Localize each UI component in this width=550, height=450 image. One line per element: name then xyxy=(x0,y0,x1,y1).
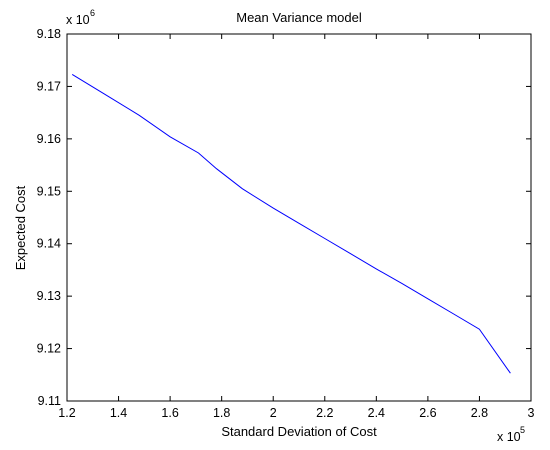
x-axis: 1.2 1.4 1.6 1.8 2 2.2 2.4 2.6 2.8 3 xyxy=(58,34,535,420)
y-tick-label: 9.12 xyxy=(37,342,61,356)
chart-title: Mean Variance model xyxy=(236,10,362,25)
x-tick-label: 2 xyxy=(270,406,277,420)
y-tick-label: 9.11 xyxy=(38,394,61,408)
x-multiplier-base: x 10 xyxy=(497,430,521,444)
y-multiplier-exponent: 6 xyxy=(90,8,95,18)
x-tick-label: 2.8 xyxy=(471,406,488,420)
series-line xyxy=(71,73,511,374)
x-tick-label: 1.8 xyxy=(213,406,230,420)
y-axis: 9.11 9.12 9.13 9.14 9.15 9.16 9.17 9.18 xyxy=(37,27,531,408)
plot-area xyxy=(66,33,532,402)
x-tick-label: 2.6 xyxy=(419,406,436,420)
y-axis-multiplier: x 10 6 xyxy=(66,8,95,27)
y-tick-label: 9.18 xyxy=(37,27,61,41)
x-tick-label: 1.6 xyxy=(161,406,178,420)
x-tick-label: 1.4 xyxy=(110,406,127,420)
x-tick-label: 2.2 xyxy=(316,406,333,420)
y-tick-label: 9.15 xyxy=(37,184,61,198)
y-multiplier-base: x 10 xyxy=(66,13,90,27)
y-tick-label: 9.17 xyxy=(37,79,61,93)
y-tick-label: 9.16 xyxy=(37,132,61,146)
x-tick-label: 3 xyxy=(528,406,535,420)
x-multiplier-exponent: 5 xyxy=(520,425,525,435)
x-tick-label: 1.2 xyxy=(58,406,75,420)
y-tick-label: 9.14 xyxy=(37,237,61,251)
y-tick-label: 9.13 xyxy=(37,289,61,303)
y-axis-label: Expected Cost xyxy=(13,185,28,270)
x-axis-multiplier: x 10 5 xyxy=(497,425,525,444)
x-tick-label: 2.4 xyxy=(368,406,385,420)
x-axis-label: Standard Deviation of Cost xyxy=(221,424,377,439)
